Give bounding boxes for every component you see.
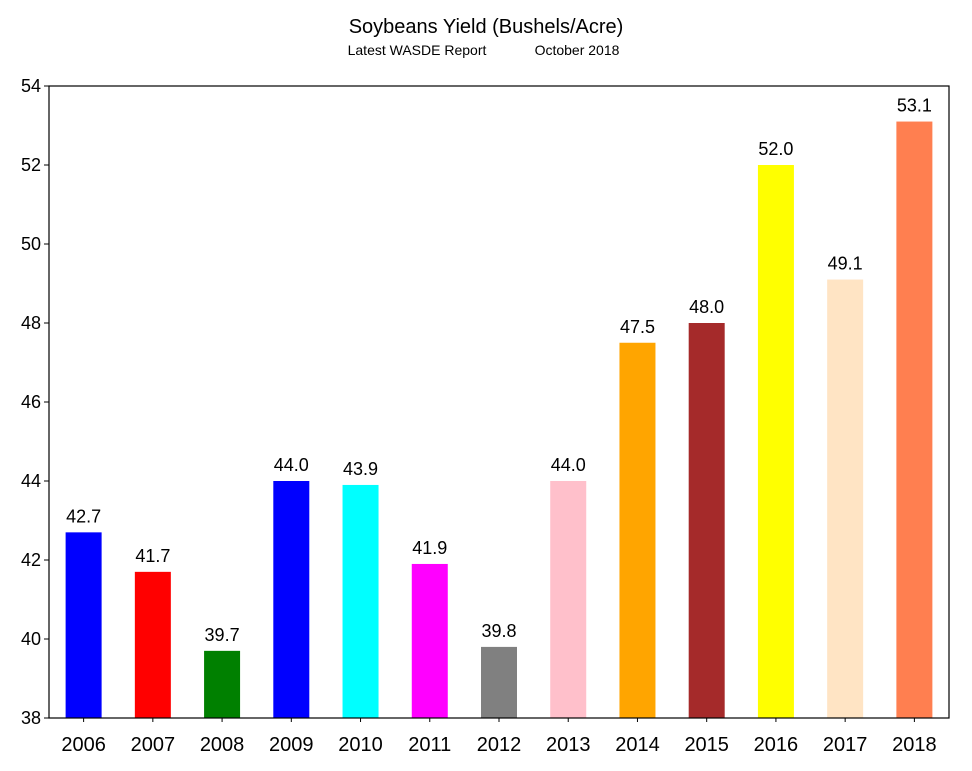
bar-2006 [65, 532, 102, 718]
y-tick-label: 42 [21, 550, 41, 570]
data-label-2006: 42.7 [66, 506, 101, 526]
data-label-2008: 39.7 [205, 625, 240, 645]
bar-2010 [342, 484, 379, 718]
bar-2008 [204, 650, 241, 718]
data-label-2009: 44.0 [274, 455, 309, 475]
data-label-2015: 48.0 [689, 297, 724, 317]
data-label-2010: 43.9 [343, 459, 378, 479]
data-label-2017: 49.1 [828, 254, 863, 274]
plot-frame [48, 85, 950, 719]
data-labels: 42.7 41.7 39.7 44.0 43.9 41.9 39.8 44.0 47.5 48.0… [66, 96, 932, 645]
bar-2007 [134, 571, 171, 718]
data-label-2016: 52.0 [758, 139, 793, 159]
data-label-2007: 41.7 [135, 546, 170, 566]
x-axis: 2006 2007 2008 2009 2010 2011 2012 2013 2014 2015… [61, 718, 937, 756]
bars [65, 121, 933, 719]
y-tick-label: 40 [21, 629, 41, 649]
bar-2015 [688, 323, 725, 718]
x-tick-label-2008: 2008 [200, 734, 245, 756]
x-tick-label-2006: 2006 [61, 734, 106, 756]
y-tick-label: 44 [21, 471, 41, 491]
bar-2013 [550, 481, 587, 718]
x-tick-label-2012: 2012 [477, 734, 522, 756]
x-tick-label-2018: 2018 [892, 734, 937, 756]
x-tick-label-2011: 2011 [408, 734, 451, 756]
y-tick-label: 50 [21, 234, 41, 254]
data-label-2018: 53.1 [897, 96, 932, 116]
y-tick-label: 38 [21, 708, 41, 728]
data-label-2012: 39.8 [481, 621, 516, 641]
x-tick-label-2016: 2016 [754, 734, 799, 756]
bar-2017 [827, 279, 864, 718]
x-tick-label-2010: 2010 [338, 734, 383, 756]
y-tick-label: 52 [21, 155, 41, 175]
data-label-2014: 47.5 [620, 317, 655, 337]
x-tick-label-2015: 2015 [684, 734, 729, 756]
data-label-2011: 41.9 [412, 538, 447, 558]
bar-2012 [481, 646, 517, 718]
x-tick-label-2007: 2007 [131, 734, 176, 756]
bar-2014 [619, 342, 656, 718]
bar-2009 [273, 481, 310, 718]
chart-subtitle-report: Latest WASDE Report [348, 42, 487, 58]
y-tick-label: 48 [21, 313, 41, 333]
data-label-2013: 44.0 [551, 455, 586, 475]
bar-2016 [757, 165, 794, 718]
x-tick-label-2013: 2013 [546, 734, 591, 756]
y-axis: 38 40 42 44 46 48 50 52 54 [21, 76, 49, 728]
chart-title: Soybeans Yield (Bushels/Acre) [349, 16, 624, 38]
x-tick-label-2009: 2009 [269, 734, 314, 756]
y-tick-label: 54 [21, 76, 41, 96]
x-tick-label-2017: 2017 [823, 734, 868, 756]
bar-2018 [896, 121, 933, 719]
x-tick-label-2014: 2014 [615, 734, 660, 756]
chart-subtitle-date: October 2018 [535, 42, 620, 58]
bar-2011 [411, 563, 448, 718]
y-tick-label: 46 [21, 392, 41, 412]
